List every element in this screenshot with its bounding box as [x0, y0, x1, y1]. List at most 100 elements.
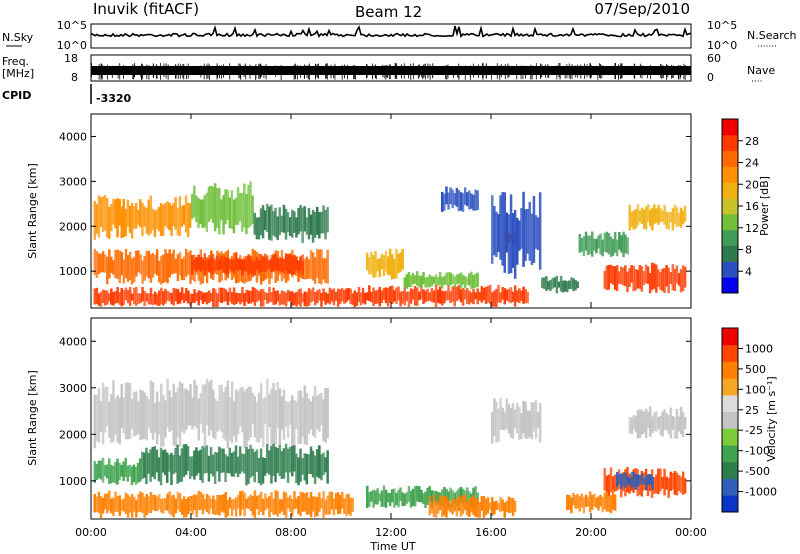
freq-label-line2: [MHz]	[2, 67, 34, 80]
y-tick-label: 2000	[59, 220, 87, 233]
echo-cell	[679, 207, 683, 228]
velocity-colorbar-ticks: 1000 500 100 25 -25 -100 -500 -1000	[738, 342, 777, 499]
echo-cell	[261, 457, 265, 484]
velocity-panel: 1000 2000 3000 4000 00:00 04:00 08:00 12:00 16:…	[26, 114, 707, 553]
echo-cell	[286, 497, 290, 509]
echo-cell	[122, 259, 126, 284]
echo-cell	[239, 387, 242, 427]
echo-cell	[644, 264, 648, 284]
echo-cell	[653, 263, 656, 289]
echo-cell	[495, 401, 498, 443]
echo-cell	[449, 291, 452, 304]
echo-cell	[274, 290, 277, 305]
y-tick-label: 4000	[59, 335, 87, 348]
echo-cell	[218, 188, 221, 235]
echo-cell	[675, 207, 679, 227]
echo-cell	[182, 205, 186, 225]
echo-cell	[106, 256, 109, 285]
echo-cell	[157, 457, 161, 482]
echo-cell	[166, 201, 169, 229]
echo-cell	[418, 486, 421, 503]
echo-cell	[264, 292, 267, 300]
echo-cell	[218, 287, 221, 302]
echo-cell	[677, 273, 681, 286]
echo-cell	[443, 276, 446, 285]
echo-cell	[301, 293, 304, 303]
echo-cell	[316, 249, 319, 278]
echo-cell	[322, 205, 325, 234]
echo-cell	[270, 204, 273, 241]
echo-cell	[648, 477, 652, 492]
echo-cell	[505, 398, 509, 429]
echo-cell	[613, 266, 617, 290]
echo-cell	[193, 494, 196, 511]
echo-cell	[149, 287, 153, 305]
nsky-trace	[90, 25, 692, 39]
colorbar-cell	[722, 461, 738, 479]
echo-cell	[653, 412, 656, 431]
echo-cell	[178, 381, 182, 447]
echo-cell	[345, 494, 348, 517]
echo-cell	[278, 388, 282, 447]
echo-cell	[118, 397, 121, 445]
echo-cell	[307, 454, 311, 474]
echo-cell	[520, 208, 523, 249]
echo-cell	[661, 268, 664, 292]
echo-cell	[651, 208, 654, 231]
echo-cell	[603, 270, 606, 289]
echo-cell	[114, 491, 117, 512]
echo-cell	[151, 208, 155, 231]
echo-cell	[172, 494, 175, 518]
echo-cell	[518, 406, 521, 440]
echo-cell	[336, 492, 340, 515]
echo-cell	[95, 463, 99, 480]
echo-cell	[655, 474, 658, 494]
echo-cell	[133, 256, 136, 283]
echo-cell	[162, 204, 165, 236]
echo-cell	[532, 402, 536, 432]
echo-cell	[349, 288, 352, 304]
echo-cell	[620, 266, 623, 285]
echo-cell	[320, 211, 323, 234]
echo-cell	[388, 492, 392, 507]
echo-cell	[191, 194, 194, 219]
nsearch-tick-bottom: 10^0	[707, 39, 737, 52]
echo-cell	[266, 378, 269, 447]
echo-cell	[272, 211, 275, 236]
echo-cell	[257, 457, 261, 484]
echo-cell	[518, 288, 521, 304]
echo-cell	[232, 199, 236, 234]
echo-cell	[457, 274, 461, 284]
echo-cell	[216, 452, 219, 472]
echo-cell	[436, 289, 440, 303]
echo-cell	[230, 190, 234, 230]
echo-cell	[253, 490, 257, 518]
colorbar-cell	[722, 150, 738, 167]
echo-cell	[237, 494, 240, 509]
echo-cell	[330, 491, 334, 510]
echo-cell	[278, 499, 282, 514]
echo-cell	[174, 288, 178, 302]
echo-cell	[185, 249, 188, 277]
echo-cell	[384, 287, 388, 304]
echo-cell	[411, 488, 415, 506]
echo-cell	[205, 259, 209, 271]
echo-cell	[451, 498, 454, 515]
echo-cell	[418, 291, 421, 301]
echo-cell	[232, 401, 236, 436]
echo-cell	[449, 272, 452, 285]
echo-cell	[303, 206, 306, 232]
echo-cell	[307, 259, 311, 279]
echo-cell	[313, 257, 317, 284]
echo-cell	[320, 498, 323, 509]
echo-cell	[345, 288, 348, 303]
echo-cell	[403, 493, 406, 506]
echo-cell	[147, 250, 151, 279]
echo-cell	[445, 496, 448, 518]
echo-cell	[644, 206, 648, 230]
echo-cell	[455, 286, 459, 302]
echo-cell	[470, 497, 473, 513]
echo-cell	[516, 403, 519, 434]
echo-cell	[526, 209, 529, 254]
echo-cell	[449, 187, 452, 205]
